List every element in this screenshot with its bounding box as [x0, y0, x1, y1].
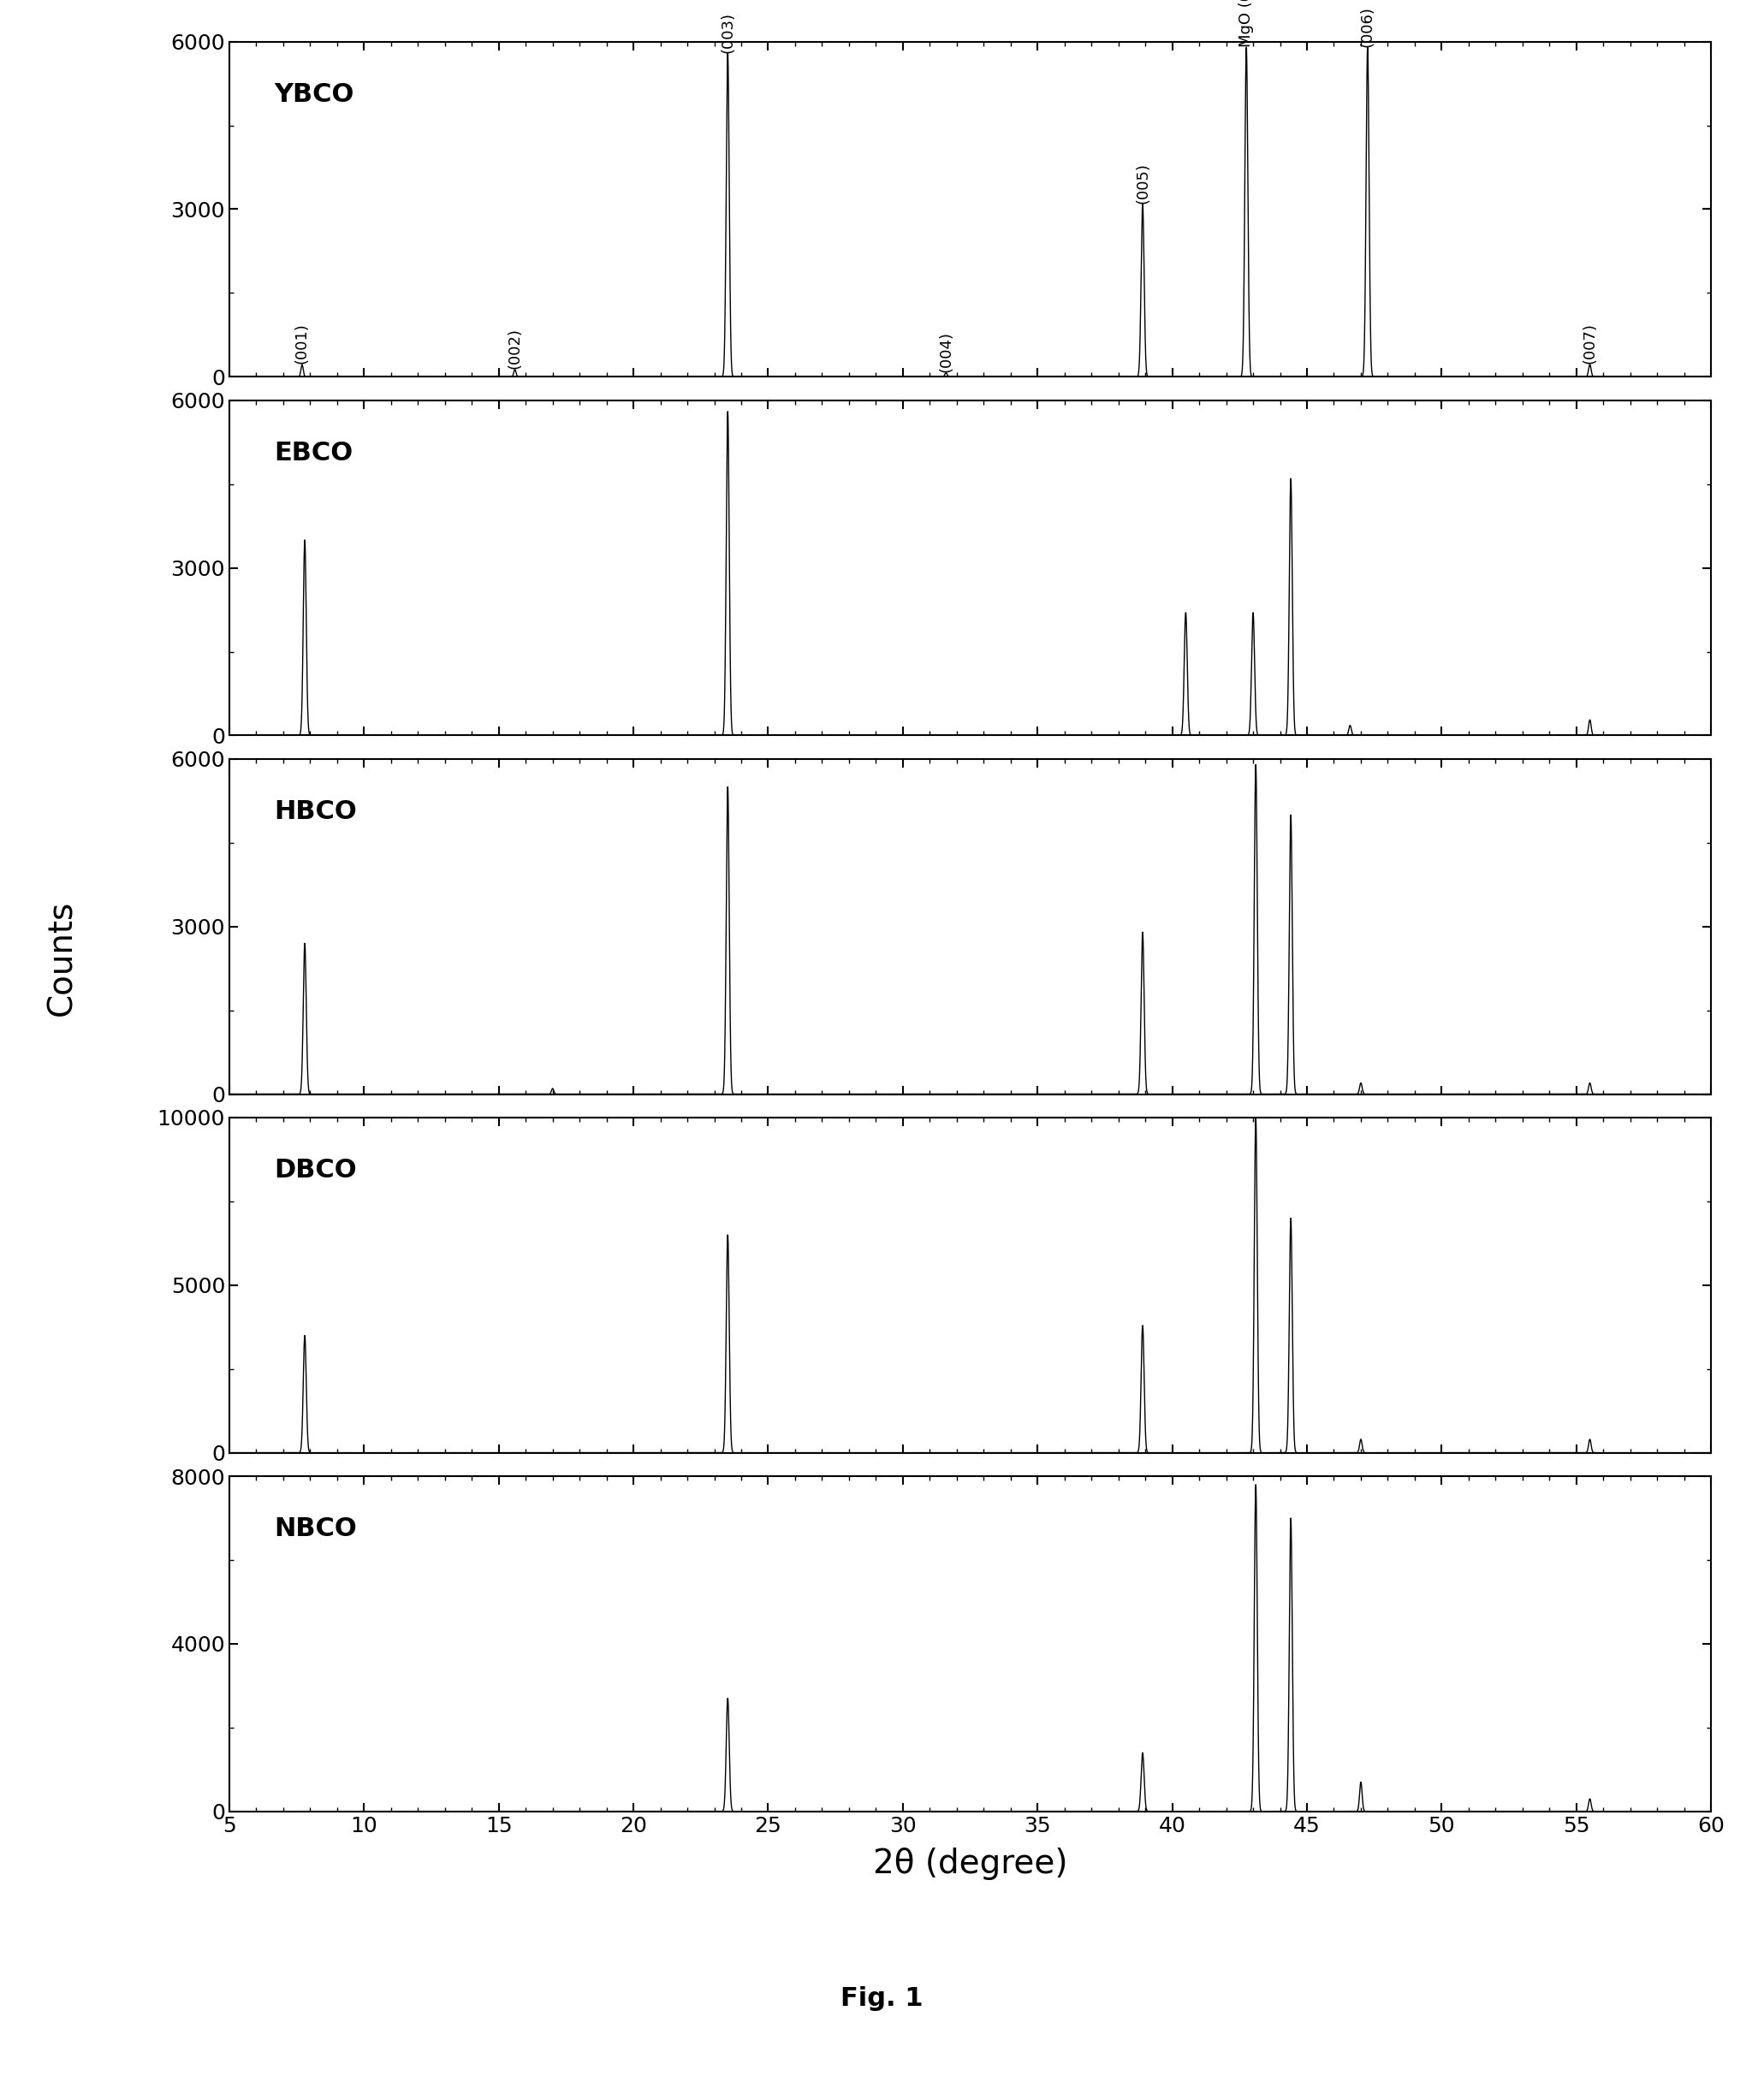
Text: (003): (003) [720, 12, 736, 52]
Text: DBCO: DBCO [273, 1158, 356, 1183]
Text: (005): (005) [1134, 162, 1150, 204]
Text: (004): (004) [938, 331, 954, 373]
X-axis label: 2θ (degree): 2θ (degree) [873, 1849, 1067, 1880]
Text: (002): (002) [508, 327, 522, 369]
Text: MgO (002): MgO (002) [1238, 0, 1254, 48]
Text: EBCO: EBCO [273, 441, 353, 464]
Text: Counts: Counts [46, 899, 78, 1016]
Text: Fig. 1: Fig. 1 [841, 1986, 923, 2011]
Text: HBCO: HBCO [273, 799, 356, 824]
Text: (007): (007) [1582, 323, 1598, 364]
Text: (001): (001) [295, 323, 310, 364]
Text: YBCO: YBCO [273, 81, 355, 106]
Text: (006): (006) [1360, 6, 1376, 48]
Text: NBCO: NBCO [273, 1516, 356, 1541]
